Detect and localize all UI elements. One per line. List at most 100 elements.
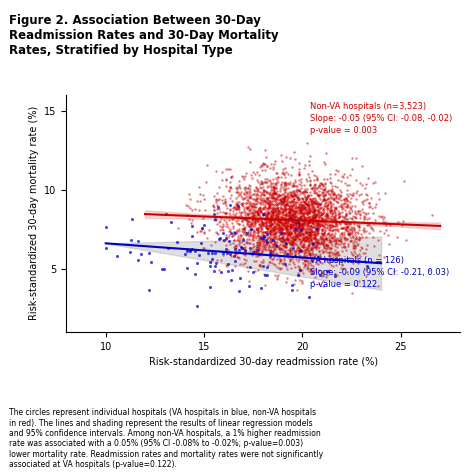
Point (290, 206, 297, 214)
Point (259, 256, 267, 264)
Point (272, 174, 280, 182)
Point (307, 251, 314, 258)
Point (286, 191, 294, 198)
Point (330, 206, 338, 213)
Point (294, 225, 302, 233)
Point (298, 201, 305, 209)
Point (301, 198, 308, 206)
Point (276, 245, 284, 252)
Point (294, 222, 301, 230)
Point (288, 233, 295, 241)
Point (284, 219, 292, 227)
Point (320, 216, 328, 224)
Point (259, 210, 267, 218)
Point (239, 236, 247, 244)
Point (343, 182, 351, 189)
Point (246, 145, 254, 152)
Point (302, 256, 310, 264)
Point (272, 227, 280, 235)
Point (325, 232, 333, 239)
Point (296, 267, 304, 275)
Point (267, 160, 275, 167)
Point (307, 222, 315, 229)
Point (309, 240, 316, 248)
Point (254, 210, 262, 218)
Point (324, 189, 332, 197)
Point (265, 225, 273, 232)
Point (338, 218, 346, 225)
Point (297, 246, 305, 254)
Point (250, 227, 258, 235)
Point (312, 227, 319, 235)
Point (276, 217, 284, 224)
Point (208, 241, 215, 249)
Point (299, 253, 307, 260)
Point (285, 209, 292, 216)
Point (275, 259, 283, 267)
Point (309, 201, 317, 209)
Point (319, 248, 327, 256)
Point (296, 206, 303, 214)
Point (295, 217, 303, 225)
Point (250, 195, 258, 203)
Point (242, 199, 249, 207)
Point (325, 207, 333, 214)
Point (285, 197, 293, 205)
Point (305, 205, 312, 212)
Point (279, 197, 287, 204)
Point (310, 221, 318, 229)
Point (273, 189, 280, 196)
Point (246, 182, 253, 189)
Point (317, 204, 324, 212)
Point (330, 231, 337, 239)
Point (301, 188, 309, 195)
Point (306, 205, 314, 213)
Point (362, 190, 370, 198)
Point (336, 193, 343, 201)
Point (286, 223, 293, 231)
Point (311, 183, 319, 191)
Point (267, 216, 275, 224)
Point (293, 230, 301, 238)
Point (345, 242, 352, 249)
Point (343, 225, 350, 233)
Point (365, 174, 372, 182)
Point (292, 221, 300, 228)
Point (283, 228, 291, 235)
Point (295, 228, 303, 235)
Point (296, 212, 303, 220)
Point (283, 243, 290, 251)
Point (235, 192, 242, 200)
Point (262, 188, 270, 196)
Point (255, 214, 263, 222)
Point (251, 187, 258, 195)
Point (292, 219, 300, 227)
Point (291, 210, 298, 217)
Point (304, 241, 311, 249)
Point (286, 209, 293, 217)
Point (316, 218, 323, 225)
Point (279, 233, 286, 240)
Point (313, 210, 320, 218)
Point (348, 231, 356, 238)
Point (286, 256, 293, 264)
Point (286, 206, 293, 213)
Point (315, 243, 323, 250)
Point (269, 226, 277, 234)
Point (288, 202, 295, 210)
Point (296, 235, 303, 243)
Point (352, 202, 359, 210)
Point (279, 214, 287, 221)
Point (326, 223, 333, 230)
Point (284, 212, 292, 219)
Point (292, 189, 300, 196)
Point (321, 224, 329, 231)
Point (277, 245, 285, 252)
Point (338, 260, 346, 268)
Point (274, 173, 282, 181)
Point (311, 243, 319, 251)
Point (326, 236, 334, 244)
Point (256, 207, 264, 215)
Point (250, 220, 258, 228)
Point (296, 220, 304, 228)
